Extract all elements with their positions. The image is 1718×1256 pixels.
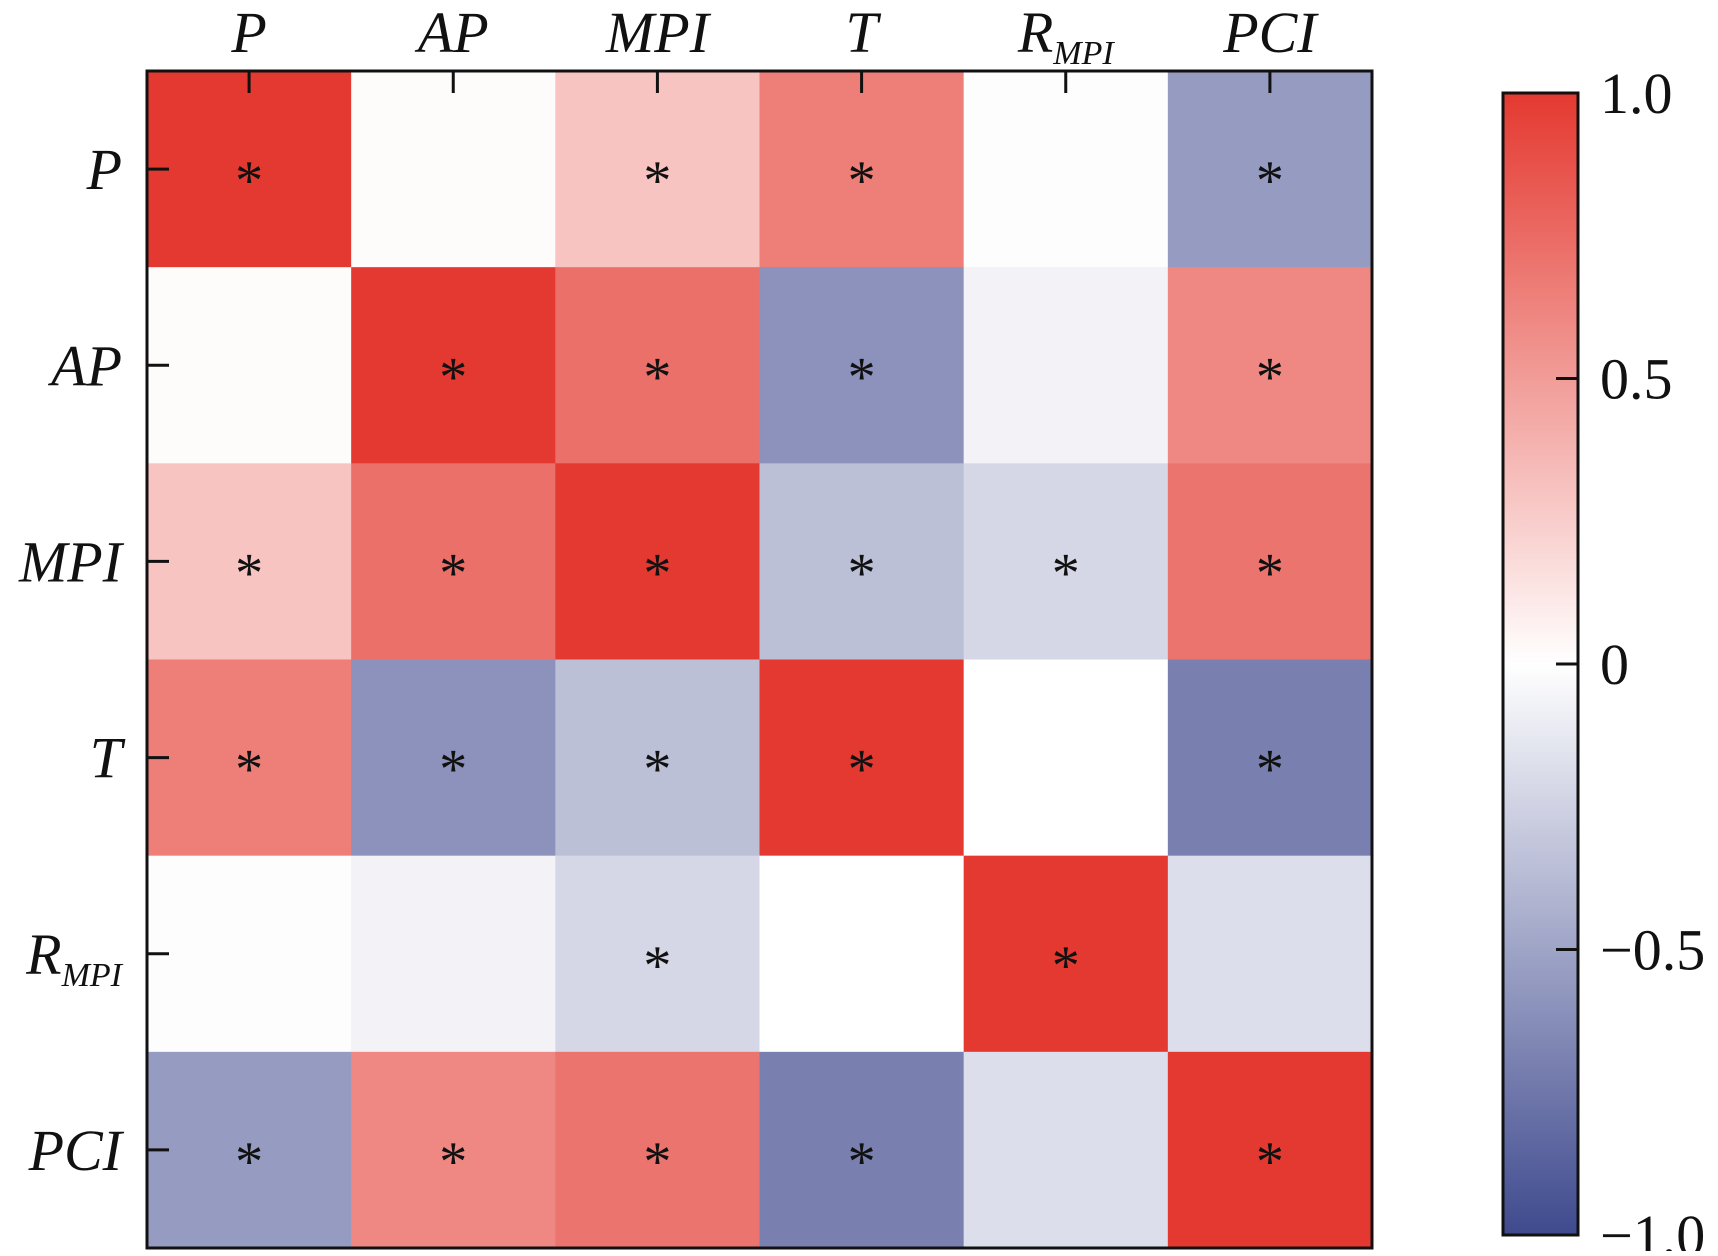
heatmap-cell — [351, 1051, 556, 1249]
heatmap-cell — [759, 463, 965, 661]
significance-star: * — [439, 346, 467, 408]
significance-star: * — [848, 346, 876, 408]
heatmap-cell — [963, 71, 1169, 268]
heatmap-cell — [147, 267, 352, 464]
y-axis-tick-label: PCI — [28, 1118, 125, 1183]
significance-star: * — [439, 739, 467, 801]
heatmap-cell — [351, 463, 556, 661]
x-axis-tick-label: AP — [414, 0, 489, 65]
heatmap-cell — [351, 659, 556, 857]
heatmap-cell — [555, 463, 761, 661]
colorbar-tick-label: −1.0 — [1600, 1203, 1705, 1251]
heatmap-cell — [1167, 855, 1373, 1053]
significance-star: * — [1256, 542, 1284, 604]
heatmap-cell — [555, 71, 761, 268]
significance-star: * — [643, 1131, 671, 1193]
y-axis-tick-label: P — [86, 137, 122, 202]
heatmap-cell — [147, 855, 352, 1053]
significance-star: * — [235, 150, 263, 212]
colorbar-tick-label: 1.0 — [1600, 61, 1673, 126]
significance-star: * — [848, 739, 876, 801]
heatmap-cell — [555, 267, 761, 464]
heatmap-cell — [147, 71, 352, 268]
heatmap-cell — [759, 267, 965, 464]
significance-markers: * * * * * * * * * * * * * * * * * * * * * * * * * * — [235, 150, 1284, 1193]
heatmap-cell — [1167, 463, 1373, 661]
heatmap-cell — [759, 1051, 965, 1249]
heatmap-cell — [759, 659, 965, 857]
x-axis-tick-label: T — [845, 0, 881, 65]
heatmap-cell — [351, 855, 556, 1053]
heatmap-cell — [147, 1051, 352, 1249]
heatmap-cell — [147, 463, 352, 661]
heatmap-cell — [1167, 267, 1373, 464]
heatmap-cells — [147, 71, 1373, 1249]
x-axis-tick-labels: P AP MPI T RMPI PCI — [230, 0, 1319, 72]
heatmap-cell — [963, 267, 1169, 464]
heatmap-cell — [147, 659, 352, 857]
y-axis-tick-label: T — [90, 726, 126, 791]
significance-star: * — [1256, 346, 1284, 408]
significance-star: * — [643, 935, 671, 997]
heatmap-cell — [1167, 659, 1373, 857]
heatmap-cell — [1167, 71, 1373, 268]
heatmap-cell — [351, 267, 556, 464]
significance-star: * — [439, 1131, 467, 1193]
colorbar: 1.0 0.5 0 −0.5 −1.0 — [1501, 61, 1705, 1256]
heatmap-cell — [759, 71, 965, 268]
heatmap-cell — [963, 1051, 1169, 1249]
heatmap-cell — [759, 855, 965, 1053]
significance-star: * — [643, 150, 671, 212]
y-axis-tick-label: RMPI — [25, 922, 124, 994]
heatmap-cell — [555, 659, 761, 857]
significance-star: * — [235, 1131, 263, 1193]
colorbar-tick-label: 0 — [1600, 632, 1629, 697]
heatmap-cell — [1167, 1051, 1373, 1249]
significance-star: * — [1052, 542, 1080, 604]
significance-star: * — [235, 542, 263, 604]
heatmap-cell — [351, 71, 556, 268]
significance-star: * — [1256, 739, 1284, 801]
heatmap-cell — [555, 1051, 761, 1249]
colorbar-tick-label: 0.5 — [1600, 347, 1673, 412]
heatmap-cell — [963, 659, 1169, 857]
x-axis-tick-label: P — [230, 0, 266, 65]
significance-star: * — [643, 346, 671, 408]
y-axis-tick-labels: P AP MPI T RMPI PCI — [18, 137, 126, 1183]
x-axis-tick-label: MPI — [605, 0, 712, 65]
significance-star: * — [848, 1131, 876, 1193]
axis-ticks — [147, 71, 1272, 1152]
heatmap-cell — [963, 855, 1169, 1053]
significance-star: * — [235, 739, 263, 801]
y-axis-tick-label: MPI — [18, 529, 125, 594]
colorbar-tick-label: −0.5 — [1600, 918, 1705, 983]
significance-star: * — [439, 542, 467, 604]
heatmap-cell — [963, 463, 1169, 661]
heatmap-cell — [555, 855, 761, 1053]
x-axis-tick-label: PCI — [1222, 0, 1319, 65]
significance-star: * — [1256, 150, 1284, 212]
significance-star: * — [643, 542, 671, 604]
significance-star: * — [643, 739, 671, 801]
plot-frame — [145, 69, 1374, 1250]
significance-star: * — [848, 542, 876, 604]
y-axis-tick-label: AP — [47, 333, 122, 398]
x-axis-tick-label: RMPI — [1017, 0, 1116, 72]
colorbar-ticks: 1.0 0.5 0 −0.5 −1.0 — [1556, 61, 1705, 1256]
significance-star: * — [848, 150, 876, 212]
significance-star: * — [1052, 935, 1080, 997]
significance-star: * — [1256, 1131, 1284, 1193]
